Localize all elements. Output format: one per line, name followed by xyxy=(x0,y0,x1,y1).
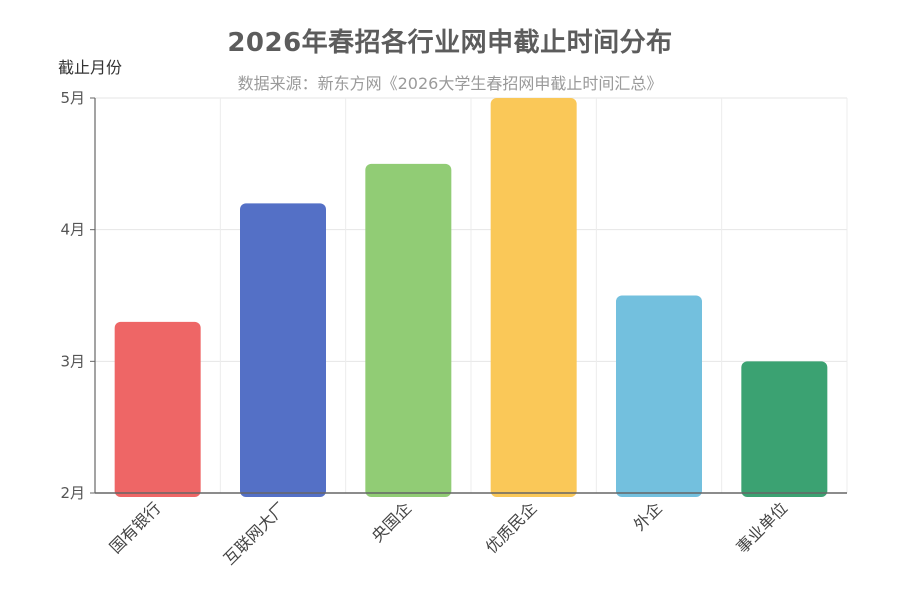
y-axis-label: 截止月份 xyxy=(58,58,123,77)
bar-5 xyxy=(616,295,702,497)
y-tick-label: 3月 xyxy=(60,352,85,370)
grid xyxy=(95,97,848,493)
y-tick-label: 4月 xyxy=(60,221,85,239)
x-tick-label: 国有银行 xyxy=(106,498,165,557)
x-tick-label: 外企 xyxy=(630,498,666,534)
x-tick-labels: 国有银行 互联网大厂 央国企 优质民企 外企 事业单位 xyxy=(106,498,791,568)
bars xyxy=(114,98,828,498)
x-tick-label: 互联网大厂 xyxy=(220,498,290,568)
x-tick-label: 央国企 xyxy=(368,498,415,545)
bar-2 xyxy=(240,203,326,498)
axes xyxy=(90,97,847,494)
bar-1 xyxy=(114,321,201,497)
chart-subtitle: 数据来源：新东方网《2026大学生春招网申截止时间汇总》 xyxy=(237,74,663,93)
y-tick-label: 2月 xyxy=(60,484,85,502)
bar-3 xyxy=(365,163,452,498)
y-tick-label: 5月 xyxy=(60,89,85,107)
bar-4 xyxy=(490,98,577,497)
x-tick-label: 事业单位 xyxy=(732,498,791,557)
bar-6 xyxy=(741,361,828,497)
y-tick-labels: 2月 3月 4月 5月 xyxy=(60,89,85,502)
x-tick-label: 优质民企 xyxy=(482,498,541,557)
chart-title: 2026年春招各行业网申截止时间分布 xyxy=(227,28,673,58)
